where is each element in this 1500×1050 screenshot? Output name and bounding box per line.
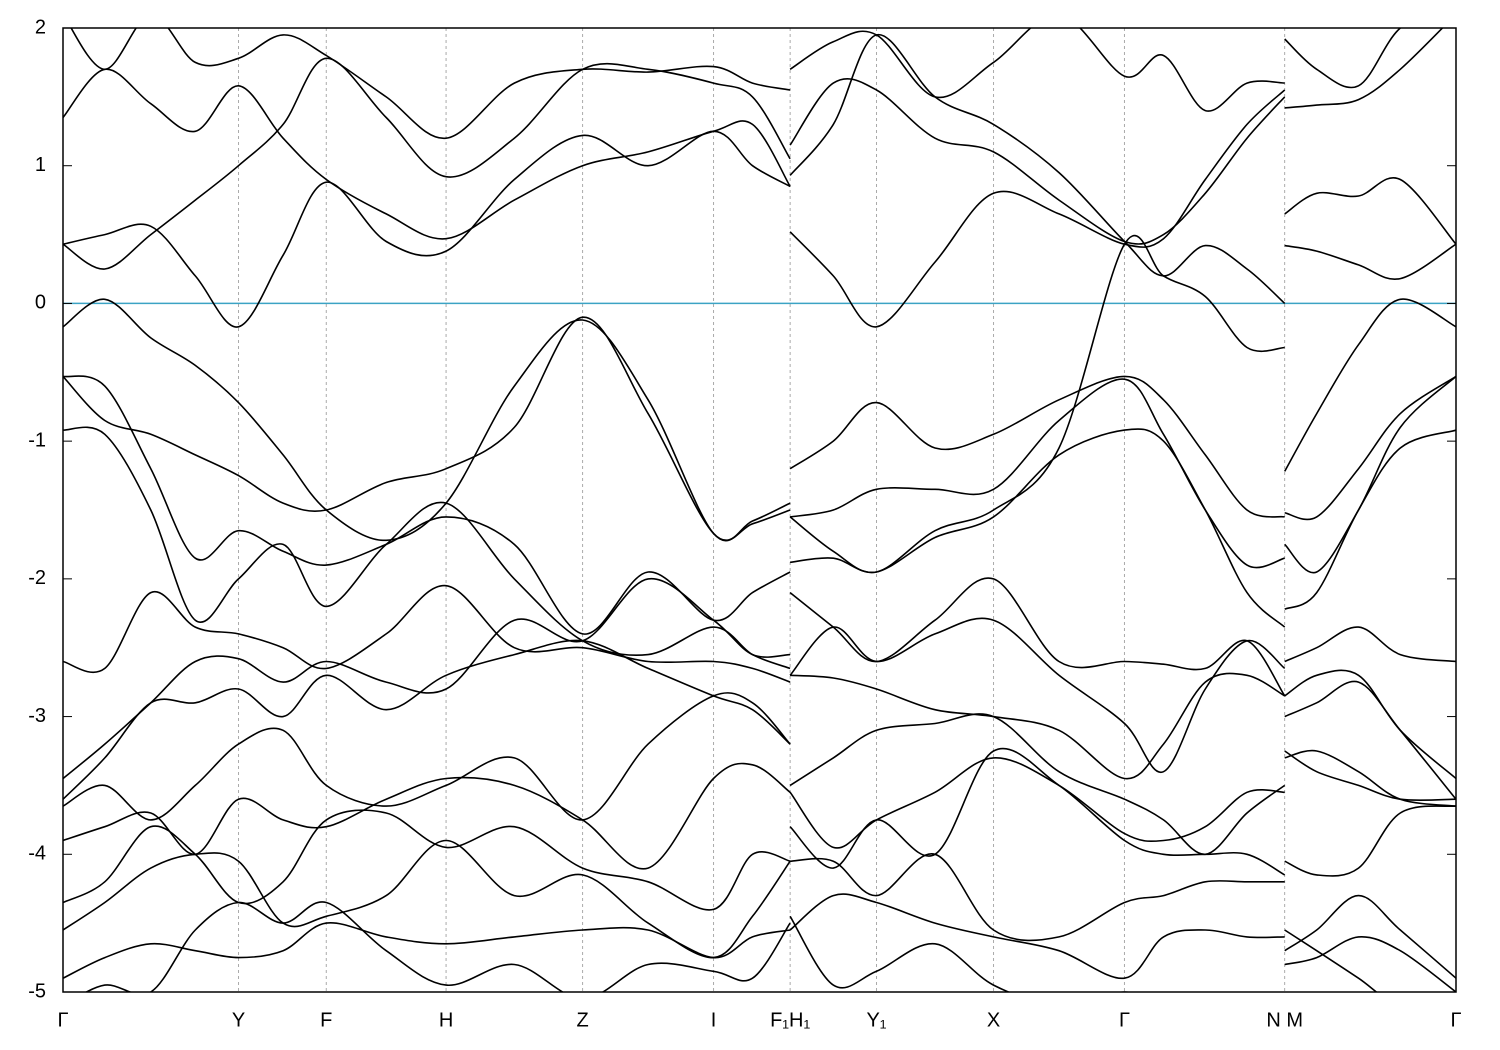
band (63, 34, 1456, 304)
y-tick-label: -5 (28, 980, 46, 1002)
band (63, 89, 1456, 328)
x-tick-label: N M (1266, 1009, 1303, 1031)
band (84, 901, 1378, 992)
x-tick-label: Γ (57, 1009, 68, 1031)
band (63, 28, 1444, 245)
x-tick-label: Y₁ (866, 1009, 886, 1031)
y-tick-label: -3 (28, 705, 46, 727)
y-tick-label: 0 (35, 292, 46, 314)
y-tick-label: 1 (35, 154, 46, 176)
bands (63, 28, 1456, 992)
band (63, 426, 1456, 670)
x-tick-label: H (439, 1009, 453, 1031)
band (63, 893, 1456, 992)
x-tick-label: Γ (1119, 1009, 1130, 1031)
band (63, 639, 1456, 800)
x-tick-label: F (320, 1009, 332, 1031)
y-tick-label: 2 (35, 16, 46, 38)
x-tick-label: F₁H₁ (770, 1009, 810, 1031)
band (63, 578, 1456, 780)
y-tick-label: -2 (28, 567, 46, 589)
x-tick-label: Z (576, 1009, 588, 1031)
y-tick-label: -4 (28, 843, 46, 865)
y-tick-label: -1 (28, 429, 46, 451)
band (63, 375, 1456, 635)
x-tick-label: Γ (1450, 1009, 1461, 1031)
x-tick-label: X (987, 1009, 1000, 1031)
x-tick-label: Y (232, 1009, 245, 1031)
band (63, 577, 1456, 697)
band (63, 316, 1456, 541)
plot-frame (62, 27, 1457, 993)
band (63, 692, 1456, 856)
axis-labels: -5 -4 -3 -2 -1 0 1 2 Γ Y F H Z I F₁H₁ Y₁ X Γ N M Γ (28, 16, 1461, 1031)
band (70, 28, 1402, 140)
band (63, 839, 1456, 979)
x-tick-label: I (711, 1009, 717, 1031)
band (63, 747, 1456, 911)
